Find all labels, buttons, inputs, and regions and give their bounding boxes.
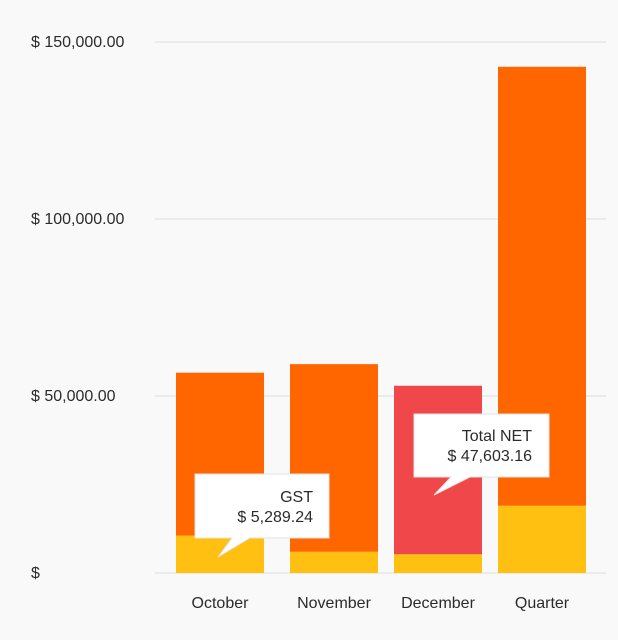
- bar-gst-november[interactable]: [290, 551, 378, 573]
- bar-gst-quarter[interactable]: [498, 505, 586, 573]
- y-tick-label: $ 50,000.00: [31, 388, 116, 405]
- y-axis-tick-labels: $ $ 50,000.00 $ 100,000.00 $ 150,000.00: [31, 34, 125, 582]
- tooltip-gst-title: GST: [280, 489, 313, 506]
- tooltip-gst: GST $ 5,289.24: [194, 473, 330, 558]
- x-tick-label-december: December: [401, 595, 475, 612]
- bar-gst-december[interactable]: [394, 554, 482, 573]
- x-axis-category-labels: October November December Quarter: [192, 595, 570, 612]
- x-tick-label-november: November: [297, 595, 371, 612]
- y-tick-label: $ 100,000.00: [31, 211, 125, 228]
- tooltip-total-net-box: [413, 413, 550, 496]
- x-tick-label-october: October: [192, 595, 250, 612]
- x-tick-label-quarter: Quarter: [515, 595, 570, 612]
- y-tick-label: $: [31, 565, 40, 582]
- tooltip-total-net: Total NET $ 47,603.16: [413, 413, 550, 496]
- tooltip-gst-box: [194, 473, 330, 558]
- tooltip-total-net-title: Total NET: [462, 428, 532, 445]
- tooltip-gst-value: $ 5,289.24: [237, 509, 313, 526]
- y-tick-label: $ 150,000.00: [31, 34, 125, 51]
- tooltip-total-net-value: $ 47,603.16: [447, 448, 532, 465]
